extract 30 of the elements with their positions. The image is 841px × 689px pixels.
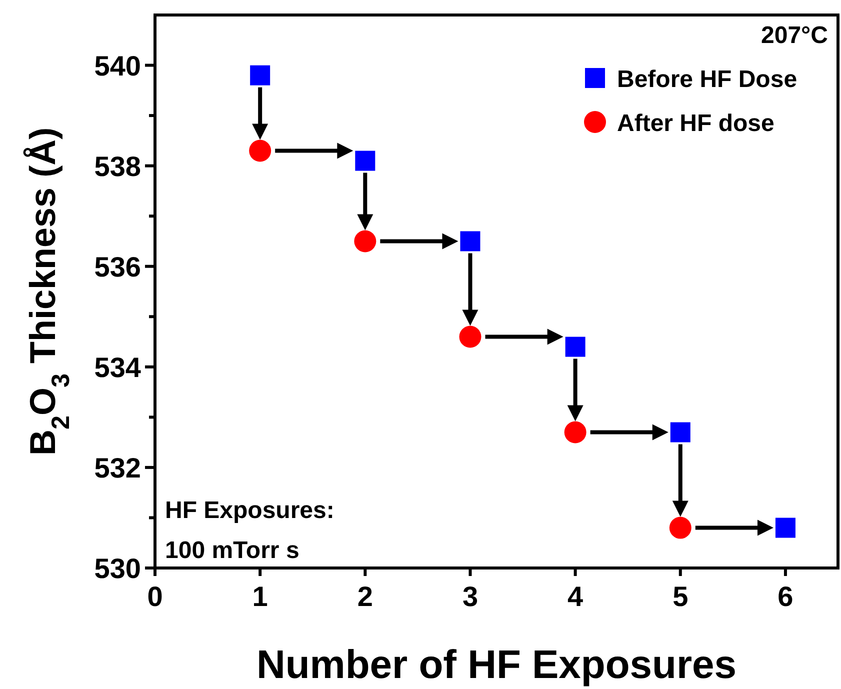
point [250, 65, 270, 86]
point [669, 516, 692, 539]
x-tick-label: 0 [147, 581, 163, 612]
x-tick-label: 6 [778, 581, 794, 612]
y-tick-label: 532 [94, 452, 141, 484]
x-tick-label: 2 [357, 581, 373, 612]
y-tick-label: 540 [94, 50, 141, 82]
x-axis-title: Number of HF Exposures [256, 643, 737, 687]
point [565, 336, 586, 357]
y-tick-label: 538 [94, 150, 141, 182]
x-tick-label: 1 [252, 581, 268, 612]
legend-label: After HF dose [617, 110, 774, 137]
y-tick-label: 534 [94, 352, 142, 383]
x-tick-label: 3 [462, 581, 478, 612]
x-tick-label: 5 [672, 581, 688, 612]
legend-title: 207°C [761, 22, 828, 49]
point [564, 421, 586, 444]
annotation: HF Exposures: [165, 497, 334, 524]
y-tick-label: 530 [94, 553, 141, 584]
point [459, 326, 482, 348]
point [670, 422, 690, 442]
x-tick-label: 4 [568, 581, 584, 612]
legend-label: Before HF Dose [617, 66, 798, 93]
point [460, 231, 480, 252]
annotation: 100 mTorr s [165, 537, 300, 564]
point [354, 230, 376, 252]
y-tick-label: 536 [94, 251, 141, 282]
point [355, 150, 376, 171]
point [249, 140, 272, 162]
point [775, 518, 796, 538]
